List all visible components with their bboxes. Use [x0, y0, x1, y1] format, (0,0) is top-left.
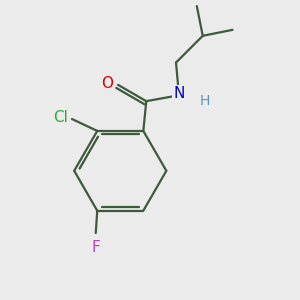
Text: O: O: [102, 76, 114, 91]
Text: F: F: [92, 239, 100, 254]
Text: H: H: [200, 94, 210, 108]
Text: N: N: [173, 86, 185, 101]
Text: Cl: Cl: [52, 110, 68, 125]
